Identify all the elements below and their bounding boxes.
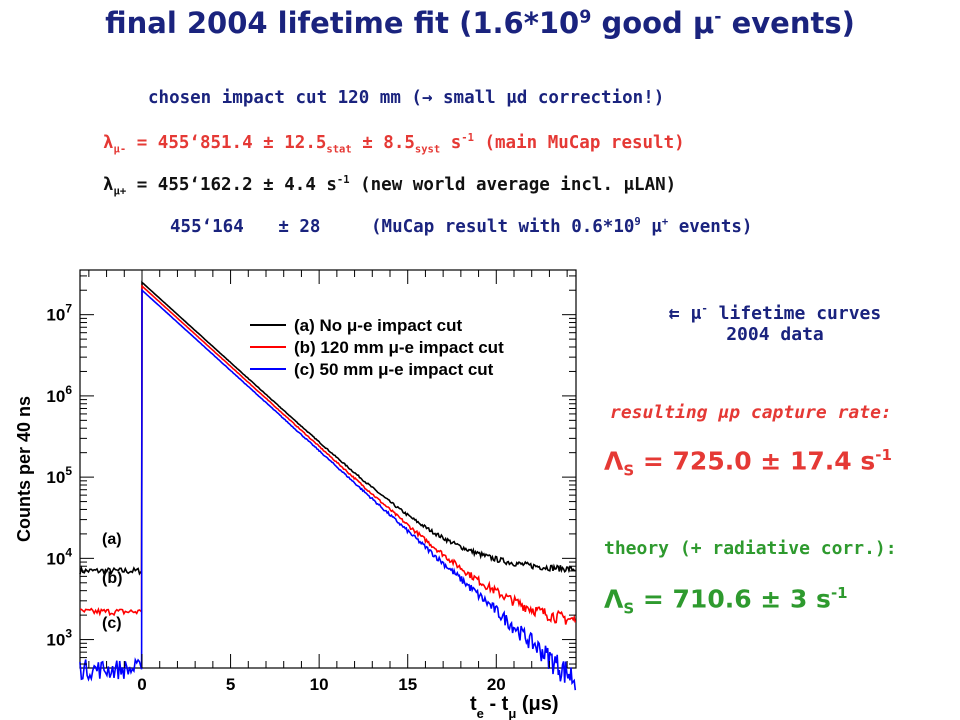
series-line-b bbox=[79, 284, 577, 625]
capture-rate-value: ΛS = 725.0 ± 17.4 s-1 bbox=[604, 446, 892, 480]
legend-label-c: (c) 50 mm μ-e impact cut bbox=[294, 360, 494, 379]
series-line-a bbox=[79, 280, 576, 577]
y-tick-label: 103 bbox=[46, 627, 72, 650]
curve-label-a: (a) bbox=[102, 531, 122, 548]
legend: (a) No μ-e impact cut (b) 120 mm μ-e imp… bbox=[250, 316, 504, 379]
theory-rate-value: ΛS = 710.6 ± 3 s-1 bbox=[604, 584, 848, 618]
x-tick-label: 10 bbox=[310, 675, 329, 694]
impact-cut-line: chosen impact cut 120 mm (→ small μd cor… bbox=[148, 88, 665, 108]
plot-frame bbox=[79, 269, 577, 669]
x-tick-label: 0 bbox=[137, 675, 146, 694]
curve-label-b: (b) bbox=[102, 570, 122, 587]
y-tick-label: 105 bbox=[46, 464, 72, 487]
y-axis-label: Counts per 40 ns bbox=[14, 396, 34, 542]
lambda-plus-line: λμ+ = 455‘162.2 ± 4.4 s-1 (new world ave… bbox=[103, 174, 677, 198]
rate-label: resulting μp capture rate: bbox=[610, 402, 892, 423]
y-tick-label: 107 bbox=[46, 302, 72, 325]
legend-label-b: (b) 120 mm μ-e impact cut bbox=[294, 338, 504, 357]
x-tick-label: 20 bbox=[487, 675, 506, 694]
lambda-minus-line: λμ- = 455‘851.4 ± 12.5stat ± 8.5syst s-1… bbox=[103, 132, 685, 156]
mucap-result-line: 455‘164 ± 28 (MuCap result with 0.6*109 … bbox=[170, 216, 753, 237]
right-arrow-icon: → bbox=[421, 88, 433, 108]
theory-label: theory (+ radiative corr.): bbox=[604, 538, 897, 559]
x-tick-label: 15 bbox=[398, 675, 417, 694]
lifetime-curves-caption: ⇇ μ- lifetime curves 2004 data bbox=[668, 302, 882, 345]
series-line-c bbox=[79, 288, 577, 691]
y-tick-label: 106 bbox=[46, 383, 72, 406]
x-axis-label: te - tμ (μs) bbox=[470, 693, 559, 720]
page-title: final 2004 lifetime fit (1.6*109 good μ-… bbox=[105, 6, 855, 40]
double-left-arrow-icon: ⇇ bbox=[668, 303, 680, 324]
curve-label-c: (c) bbox=[102, 615, 122, 632]
lifetime-histogram-chart: 0 5 10 15 20 103 104 105 106 107 (a) No μ-e impac… bbox=[14, 269, 577, 720]
x-tick-label: 5 bbox=[226, 675, 235, 694]
legend-label-a: (a) No μ-e impact cut bbox=[294, 316, 462, 335]
ticks-group: 0 5 10 15 20 103 104 105 106 107 bbox=[46, 270, 576, 694]
curves-group bbox=[79, 280, 577, 691]
y-tick-label: 104 bbox=[46, 545, 72, 568]
